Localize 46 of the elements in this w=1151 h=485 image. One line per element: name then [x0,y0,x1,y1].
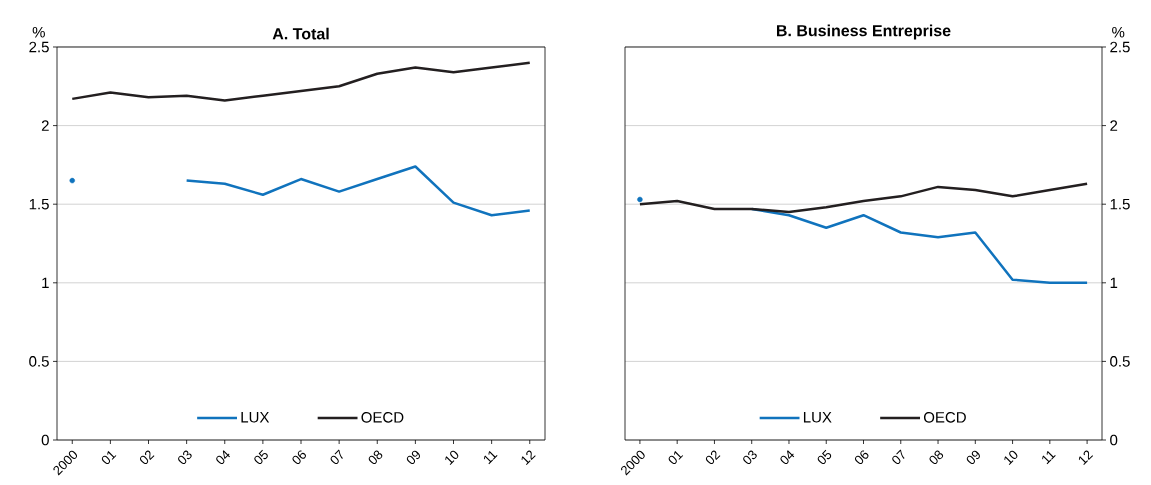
x-tick-label: 08 [368,450,383,465]
y-tick-label: 0.5 [29,356,49,367]
chart-title: A. Total [272,27,329,40]
x-tick-label: 10 [1004,450,1018,465]
x-tick-label: 08 [929,450,944,465]
x-tick-label: 03 [743,450,757,465]
y-tick-label: 0.5 [1110,356,1130,367]
y-tick-label: 1 [42,277,49,288]
y-tick-label: 2 [41,120,49,131]
x-tick-label: 06 [854,450,869,465]
x-tick-label: 05 [254,449,268,465]
x-tick-label: 12 [1078,450,1094,465]
legend-label: OECD [923,412,966,423]
chart-title: B. Business Entreprise [776,24,951,40]
x-tick-label: 01 [668,451,684,465]
x-tick-label: 12 [521,450,536,465]
x-tick-label: 02 [139,450,155,465]
x-tick-label: 04 [216,450,231,465]
x-tick-label: 02 [705,450,721,465]
legend-label: OECD [361,412,404,423]
x-tick-label: 10 [445,450,459,465]
y-tick-label: 1.5 [29,198,49,210]
x-tick-label: 11 [1042,450,1056,465]
y-tick-label: 2.5 [1110,41,1130,53]
y-tick-label: 0 [1110,434,1118,446]
legend-label: LUX [241,412,270,423]
y-tick-label: 0 [41,434,49,446]
y-tick-label: 2 [1110,120,1118,131]
x-tick-label: 06 [292,450,306,465]
x-tick-label: 01 [101,451,117,465]
y-axis-title: % [32,26,45,38]
y-axis-title: % [1112,26,1125,38]
legend-label: LUX [803,412,832,423]
x-tick-label: 07 [330,449,343,465]
y-tick-label: 1 [1110,277,1118,288]
line-series [71,61,532,102]
x-tick-label: 05 [817,449,832,465]
x-tick-label: 04 [780,450,795,465]
line-series [638,182,1089,214]
x-tick-label: 09 [406,450,421,465]
y-tick-label: 2.5 [29,41,49,53]
x-tick-label: 11 [484,450,498,465]
y-tick-label: 1.5 [1110,198,1130,210]
x-tick-label: 07 [892,449,905,465]
x-tick-label: 09 [966,450,980,465]
x-tick-label: 03 [178,450,192,465]
